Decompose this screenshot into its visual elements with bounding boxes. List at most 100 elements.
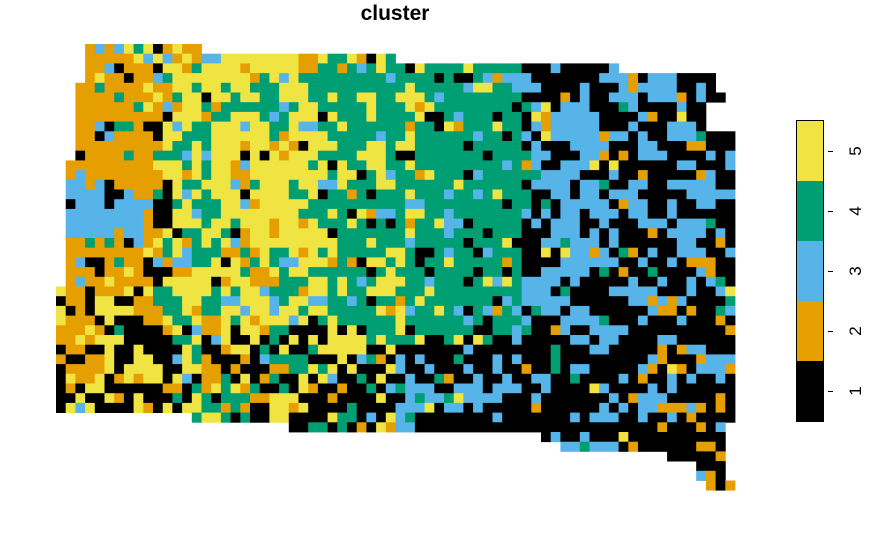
raster-cell-class-1 (686, 315, 697, 326)
raster-cell-class-1 (676, 383, 687, 394)
raster-cell-class-2 (94, 247, 105, 258)
raster-cell-class-3 (589, 441, 600, 452)
raster-cell-class-4 (366, 199, 377, 210)
raster-cell-class-1 (667, 354, 678, 365)
raster-cell-class-1 (250, 344, 261, 355)
raster-cell-class-1 (696, 111, 707, 122)
raster-cell-class-3 (366, 412, 377, 423)
raster-cell-class-4 (347, 402, 358, 413)
raster-cell-class-1 (589, 102, 600, 113)
raster-cell-class-1 (356, 170, 367, 181)
raster-cell-class-1 (618, 305, 629, 316)
raster-cell-class-2 (85, 364, 96, 375)
raster-cell-class-1 (133, 383, 144, 394)
raster-cell-class-1 (676, 286, 687, 297)
raster-cell-class-4 (395, 160, 406, 171)
raster-cell-class-2 (85, 335, 96, 346)
raster-cell-class-2 (75, 238, 86, 249)
raster-cell-class-4 (511, 247, 522, 258)
raster-cell-class-1 (560, 335, 571, 346)
raster-cell-class-1 (618, 238, 629, 249)
raster-cell-class-1 (502, 422, 513, 433)
raster-cell-class-4 (521, 189, 532, 200)
raster-cell-class-1 (570, 63, 581, 74)
raster-cell-class-3 (405, 402, 416, 413)
legend-tick-3 (828, 271, 833, 272)
raster-cell-class-4 (473, 150, 484, 161)
raster-cell-class-4 (191, 247, 202, 258)
raster-cell-class-1 (608, 296, 619, 307)
raster-cell-class-4 (347, 92, 358, 103)
raster-cell-class-4 (511, 141, 522, 152)
cluster-raster-map (56, 44, 736, 491)
raster-cell-class-1 (531, 422, 542, 433)
raster-cell-class-1 (608, 179, 619, 190)
raster-cell-class-5 (259, 160, 270, 171)
raster-cell-class-1 (434, 364, 445, 375)
raster-cell-class-3 (191, 208, 202, 219)
raster-cell-class-4 (356, 179, 367, 190)
raster-cell-class-2 (250, 393, 261, 404)
raster-cell-class-3 (638, 208, 649, 219)
raster-cell-class-3 (570, 199, 581, 210)
raster-cell-class-1 (686, 432, 697, 443)
raster-cell-class-4 (347, 63, 358, 74)
raster-cell-class-1 (153, 383, 164, 394)
raster-cell-class-1 (414, 422, 425, 433)
raster-cell-class-5 (317, 131, 328, 142)
raster-cell-class-5 (279, 238, 290, 249)
raster-cell-class-4 (473, 179, 484, 190)
raster-cell-class-1 (541, 141, 552, 152)
raster-cell-class-1 (579, 286, 590, 297)
raster-cell-class-3 (618, 82, 629, 93)
raster-cell-class-4 (473, 305, 484, 316)
raster-cell-class-3 (182, 257, 193, 268)
raster-cell-class-4 (502, 315, 513, 326)
raster-cell-class-5 (211, 141, 222, 152)
raster-cell-class-4 (376, 73, 387, 84)
raster-cell-class-4 (317, 267, 328, 278)
raster-cell-class-1 (123, 73, 134, 84)
raster-cell-class-3 (308, 296, 319, 307)
raster-cell-class-4 (240, 412, 251, 423)
raster-cell-class-1 (715, 150, 726, 161)
raster-cell-class-5 (153, 364, 164, 375)
raster-cell-class-3 (570, 170, 581, 181)
raster-cell-class-1 (85, 257, 96, 268)
raster-cell-class-4 (220, 228, 231, 239)
legend-swatch-1 (797, 361, 823, 421)
raster-cell-class-3 (589, 228, 600, 239)
raster-cell-class-4 (133, 102, 144, 113)
raster-cell-class-5 (240, 276, 251, 287)
raster-cell-class-1 (608, 315, 619, 326)
raster-cell-class-2 (667, 305, 678, 316)
raster-cell-class-4 (424, 325, 435, 336)
raster-cell-class-4 (356, 111, 367, 122)
raster-cell-class-4 (531, 305, 542, 316)
raster-cell-class-5 (434, 305, 445, 316)
raster-cell-class-2 (85, 160, 96, 171)
raster-cell-class-4 (424, 63, 435, 74)
raster-cell-class-3 (560, 199, 571, 210)
raster-cell-class-5 (182, 111, 193, 122)
raster-cell-class-5 (201, 63, 212, 74)
raster-cell-class-4 (347, 412, 358, 423)
raster-cell-class-4 (269, 92, 280, 103)
raster-cell-class-3 (94, 44, 105, 55)
raster-cell-class-5 (269, 393, 280, 404)
raster-cell-class-2 (172, 102, 183, 113)
raster-cell-class-2 (104, 257, 115, 268)
raster-cell-class-3 (667, 228, 678, 239)
raster-cell-class-3 (94, 218, 105, 229)
raster-cell-class-5 (298, 373, 309, 384)
raster-cell-class-4 (511, 179, 522, 190)
raster-cell-class-1 (424, 422, 435, 433)
raster-cell-class-1 (579, 383, 590, 394)
raster-cell-class-1 (414, 364, 425, 375)
raster-cell-class-5 (123, 373, 134, 384)
raster-cell-class-1 (463, 305, 474, 316)
raster-cell-class-4 (405, 276, 416, 287)
raster-cell-class-3 (114, 44, 125, 55)
raster-cell-class-5 (482, 82, 493, 93)
raster-cell-class-4 (424, 141, 435, 152)
